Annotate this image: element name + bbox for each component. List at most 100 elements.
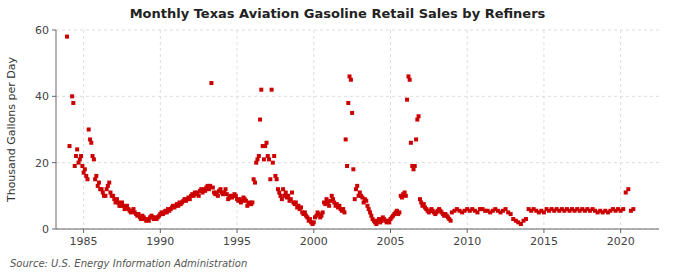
point (275, 177, 279, 181)
point (312, 220, 316, 224)
x-tick (313, 229, 314, 233)
point (259, 88, 263, 92)
point (299, 205, 303, 209)
title: Monthly Texas Aviation Gasoline Retail S… (130, 6, 546, 21)
point (92, 157, 96, 161)
x-tick (467, 229, 468, 233)
point (216, 194, 220, 198)
x-tick (390, 229, 391, 233)
point (272, 154, 276, 158)
point (224, 187, 228, 191)
point (413, 164, 417, 168)
point (83, 167, 87, 171)
point (75, 147, 79, 151)
x-tick-label: 1990 (146, 235, 174, 248)
point (404, 194, 408, 198)
x-tick-label: 2015 (530, 235, 558, 248)
point (87, 128, 91, 132)
x-tick-label: 1985 (70, 235, 98, 248)
point (209, 81, 213, 85)
point (364, 199, 368, 203)
x-tick (83, 229, 84, 233)
y-axis-label: Thousand Gallons per Day (5, 56, 18, 203)
x-tick-label: 1995 (223, 235, 251, 248)
point (258, 118, 262, 122)
point (97, 181, 101, 185)
y-tick-label: 40 (35, 90, 49, 103)
point (355, 184, 359, 188)
point (74, 154, 78, 158)
x-axis-line (56, 229, 659, 230)
x-tick-label: 2010 (453, 235, 481, 248)
x-tick (543, 229, 544, 233)
point (509, 212, 513, 216)
x-grid-line (543, 30, 544, 229)
y-tick-label: 0 (42, 223, 49, 236)
y-tick-label: 60 (35, 24, 49, 37)
y-tick (52, 96, 56, 97)
point (350, 111, 354, 115)
point (65, 35, 69, 39)
point (327, 204, 331, 208)
point (408, 78, 412, 82)
point (351, 167, 355, 171)
point (79, 154, 83, 158)
points (65, 35, 635, 226)
y-tick (52, 229, 56, 230)
point (265, 141, 269, 145)
point (250, 200, 254, 204)
chart: Monthly Texas Aviation Gasoline Retail S… (0, 0, 675, 275)
point (262, 157, 266, 161)
point (405, 98, 409, 102)
point (85, 177, 89, 181)
point (107, 181, 111, 185)
x-tick (620, 229, 621, 233)
x-tick-label: 2020 (607, 235, 635, 248)
x-grid-line (160, 30, 161, 229)
point (268, 177, 272, 181)
point (626, 187, 630, 191)
point (345, 164, 349, 168)
y-grid-line (56, 96, 659, 97)
point (68, 144, 72, 148)
point (70, 94, 74, 98)
x-tick-label: 2000 (300, 235, 328, 248)
point (89, 141, 93, 145)
point (409, 141, 413, 145)
point (94, 174, 98, 178)
point (270, 88, 274, 92)
point (524, 217, 528, 221)
point (349, 78, 353, 82)
point (631, 207, 635, 211)
y-grid-line (56, 162, 659, 163)
x-tick (237, 229, 238, 233)
point (353, 197, 357, 201)
source-note: Source: U.S. Energy Information Administ… (10, 258, 247, 269)
point (321, 210, 325, 214)
point (344, 137, 348, 141)
point (271, 161, 275, 165)
point (417, 114, 421, 118)
point (253, 181, 257, 185)
axes: 198519901995200020052010201520200204060 (35, 24, 659, 248)
y-tick (52, 30, 56, 31)
y-axis-line (56, 30, 57, 229)
point (73, 164, 77, 168)
y-tick (52, 162, 56, 163)
x-grid-line (620, 30, 621, 229)
point (211, 186, 215, 190)
x-grid-line (467, 30, 468, 229)
point (449, 219, 453, 223)
point (103, 194, 107, 198)
grid (56, 30, 659, 229)
y-grid-line (56, 229, 659, 230)
point (257, 154, 261, 158)
x-grid-line (390, 30, 391, 229)
point (397, 210, 401, 214)
point (71, 101, 75, 105)
point (414, 137, 418, 141)
x-grid-line (313, 30, 314, 229)
point (197, 194, 201, 198)
point (621, 207, 625, 211)
point (346, 101, 350, 105)
